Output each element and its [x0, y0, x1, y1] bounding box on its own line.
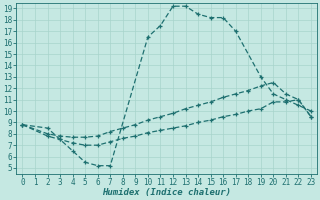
- X-axis label: Humidex (Indice chaleur): Humidex (Indice chaleur): [102, 188, 231, 197]
